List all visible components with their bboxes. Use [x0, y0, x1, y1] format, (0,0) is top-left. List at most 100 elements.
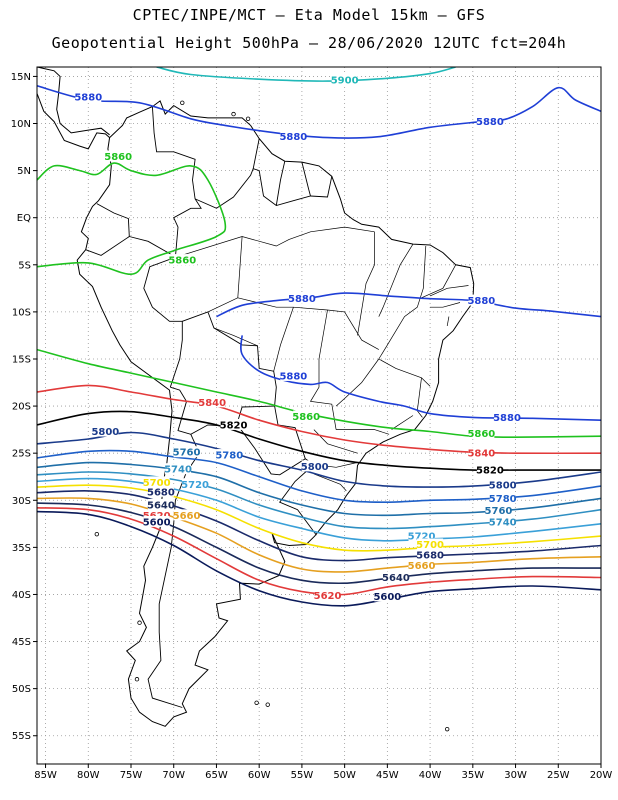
contour-label-5640: 5640 [147, 500, 175, 511]
contour-5820 [37, 410, 601, 472]
contour-label-5780: 5780 [489, 494, 517, 505]
contour-label-5660: 5660 [408, 561, 436, 572]
state-border [378, 358, 431, 387]
contour-label-5720: 5720 [181, 480, 209, 491]
contour-5700 [37, 484, 601, 552]
contour-label-5740: 5740 [489, 517, 517, 528]
island [245, 116, 251, 122]
contour-5780 [37, 449, 601, 504]
lat-tick-label: 10S [12, 307, 31, 318]
contour-label-5900: 5900 [331, 76, 359, 87]
lat-tick-label: 15N [11, 72, 31, 83]
contour-label-5640: 5640 [382, 573, 410, 584]
lon-tick-label: 50W [333, 770, 356, 781]
state-border [273, 307, 294, 372]
contour-label-background [288, 292, 315, 304]
lat-tick-label: 5N [17, 166, 31, 177]
contour-label-5760: 5760 [485, 506, 513, 517]
contour-5760 [37, 461, 601, 517]
lon-tick-label: 60W [248, 770, 271, 781]
contour-label-5880: 5880 [279, 132, 307, 143]
contour-label-5880: 5880 [467, 296, 495, 307]
south-america-coastline [76, 100, 475, 727]
contour-label-background [182, 478, 209, 490]
lon-tick-label: 20W [590, 770, 613, 781]
contour-label-background [75, 91, 102, 103]
contour-label-background [92, 425, 119, 437]
contour-label-5680: 5680 [147, 487, 175, 498]
lat-tick-label: 15S [12, 354, 31, 365]
contour-label-5820: 5820 [476, 466, 504, 477]
contour-label-5860: 5860 [104, 152, 132, 163]
lat-tick-label: 25S [12, 449, 31, 460]
contour-label-background [476, 464, 503, 476]
contour-label-5880: 5880 [279, 371, 307, 382]
country-border [85, 203, 130, 256]
state-border [213, 327, 258, 347]
contour-label-background [494, 411, 520, 423]
lon-tick-label: 30W [504, 770, 527, 781]
island [254, 700, 259, 705]
lat-tick-label: 55S [12, 731, 31, 742]
contour-5860 [37, 162, 227, 276]
contour-label-background [374, 590, 401, 602]
island [265, 702, 270, 707]
contour-label-background [468, 427, 495, 439]
lat-tick-label: 5S [18, 260, 31, 271]
contour-label-5680: 5680 [416, 550, 444, 561]
contour-label-5600: 5600 [143, 517, 171, 528]
contour-label-5700: 5700 [143, 478, 171, 489]
state-border [336, 429, 390, 435]
contour-5620 [37, 507, 601, 596]
contour-label-5720: 5720 [408, 532, 436, 543]
contour-label-background [417, 538, 444, 550]
contour-label-5660: 5660 [173, 511, 201, 522]
contour-label-background [143, 515, 170, 527]
map-title-line-2: Geopotential Height 500hPa – 28/06/2020 … [51, 34, 567, 52]
contour-label-5800: 5800 [301, 462, 329, 473]
contour-label-background [143, 476, 170, 488]
state-border [207, 236, 243, 313]
contour-label-5820: 5820 [220, 420, 248, 431]
contour-label-background [485, 504, 512, 516]
contour-label-5880: 5880 [476, 117, 504, 128]
contour-lines [37, 67, 601, 607]
contour-label-background [314, 589, 341, 601]
contour-label-background [105, 150, 132, 162]
contour-label-5880: 5880 [288, 294, 316, 305]
contour-5600 [37, 510, 601, 607]
contour-5800 [37, 431, 601, 488]
contour-label-background [220, 418, 247, 430]
lon-tick-label: 25W [547, 770, 570, 781]
state-border [313, 473, 347, 492]
contour-label-5800: 5800 [91, 427, 119, 438]
contour-label-background [147, 498, 174, 510]
contour-label-background [417, 548, 444, 560]
country-border [170, 311, 277, 435]
island [94, 531, 100, 537]
coastline-and-borders [37, 67, 475, 732]
contour-label-background [489, 515, 516, 527]
lon-tick-label: 85W [34, 770, 57, 781]
contour-5740 [37, 471, 601, 530]
lat-tick-label: 40S [12, 590, 31, 601]
contour-label-5880: 5880 [493, 413, 521, 424]
contour-label-5860: 5860 [292, 412, 320, 423]
lat-tick-label: 35S [12, 543, 31, 554]
contour-label-background [280, 369, 307, 381]
map-frame [36, 66, 602, 765]
contour-label-background [147, 485, 174, 497]
longitude-axis: 85W 80W 75W 70W 65W 60W 55W 50W 45W 40W 35W 30W 25W 2… [34, 764, 612, 781]
contour-label-5740: 5740 [164, 465, 192, 476]
state-border [335, 358, 380, 407]
lon-tick-label: 55W [291, 770, 314, 781]
map-title-line-1: CPTEC/INPE/MCT – Eta Model 15km – GFS [132, 6, 486, 24]
central-america-caribbean-coastline [37, 67, 110, 136]
contour-label-background [280, 130, 307, 142]
lat-tick-label: 50S [12, 684, 31, 695]
country-border [129, 236, 183, 388]
contour-label-background [476, 115, 503, 127]
contour-label-background [199, 396, 226, 408]
contour-label-background [408, 559, 435, 571]
island [180, 100, 185, 105]
